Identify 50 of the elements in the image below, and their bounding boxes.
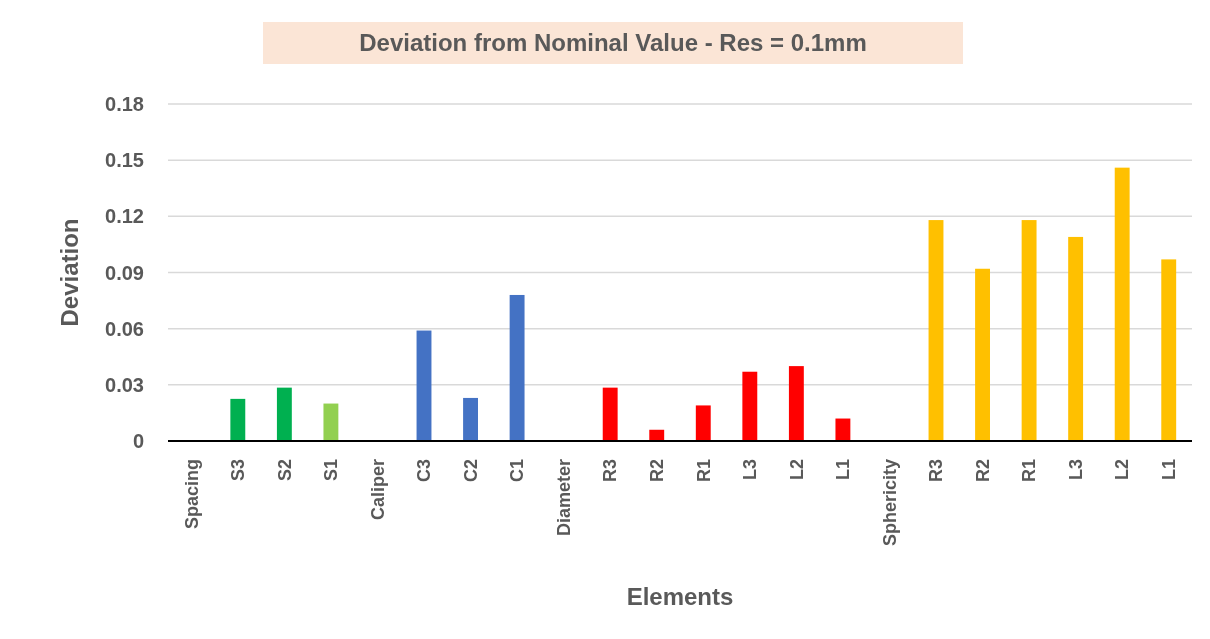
x-tick-label: R2 — [972, 459, 993, 483]
x-tick-label: Sphericity — [879, 459, 900, 547]
x-tick-label: L1 — [833, 459, 854, 481]
x-tick-label: R3 — [926, 459, 947, 483]
y-tick-label: 0.15 — [105, 149, 144, 172]
x-tick-label: C3 — [414, 459, 435, 483]
bar — [463, 397, 478, 441]
x-tick-label: R1 — [693, 459, 714, 483]
x-tick-label: L3 — [1065, 459, 1086, 481]
bar — [928, 220, 944, 441]
x-tick-label: Spacing — [181, 459, 202, 530]
bar — [835, 418, 851, 441]
x-tick-label: L3 — [740, 459, 761, 481]
y-tick-label: 0.03 — [105, 373, 144, 396]
x-tick-label: C2 — [460, 459, 481, 483]
bar — [1021, 220, 1037, 441]
bar — [509, 294, 525, 441]
x-tick-label: S3 — [228, 459, 249, 482]
bar — [323, 403, 339, 441]
bar — [1068, 236, 1084, 441]
bar — [975, 268, 990, 441]
x-axis-title: Elements — [626, 583, 734, 610]
bar — [788, 366, 804, 441]
x-tick-label: C1 — [507, 459, 528, 483]
y-tick-label: 0.12 — [105, 205, 144, 228]
x-tick-label: Diameter — [553, 459, 574, 537]
x-tick-label: L1 — [1159, 459, 1180, 481]
x-tick-label: S2 — [274, 459, 295, 482]
bar — [416, 330, 432, 441]
x-tick-label: S1 — [321, 459, 342, 482]
bar — [649, 429, 665, 441]
x-tick-label: L2 — [1112, 459, 1133, 481]
x-tick-label: R1 — [1019, 459, 1040, 483]
bar — [230, 398, 246, 441]
y-tick-label: 0.09 — [105, 261, 144, 284]
x-tick-label: R3 — [600, 459, 621, 483]
bar — [1114, 167, 1130, 441]
bar — [742, 371, 758, 441]
x-tick-label: R2 — [647, 459, 668, 483]
bar — [276, 387, 292, 441]
y-axis-title: Deviation — [56, 218, 83, 327]
bar — [1161, 259, 1177, 441]
y-tick-label: 0 — [132, 430, 144, 452]
x-tick-label: Caliper — [367, 459, 388, 521]
y-tick-label: 0.06 — [105, 317, 144, 340]
x-tick-label: L2 — [786, 459, 807, 481]
chart-title: Deviation from Nominal Value - Res = 0.1mm — [359, 29, 867, 56]
bar — [695, 405, 711, 441]
bar — [602, 387, 618, 441]
y-tick-label: 0.18 — [105, 93, 144, 115]
